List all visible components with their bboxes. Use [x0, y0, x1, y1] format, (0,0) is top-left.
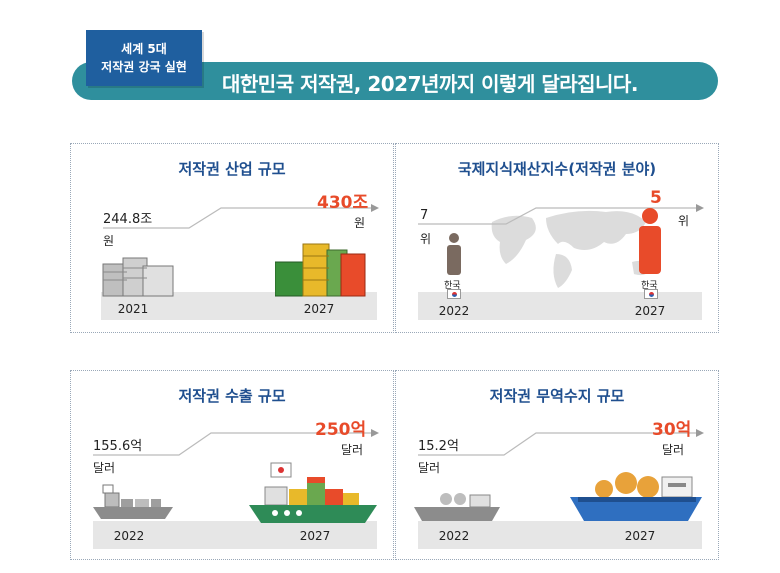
start-unit: 달러 — [418, 461, 441, 475]
end-year: 2027 — [299, 529, 331, 543]
growth-arrow — [418, 429, 704, 456]
header-tag: 세계 5대 저작권 강국 실현 — [86, 30, 202, 86]
end-unit: 달러 — [341, 443, 364, 457]
small-money-ship-icon — [414, 493, 500, 521]
coin-stack-icon — [102, 257, 174, 297]
end-value: 430조 — [317, 193, 369, 213]
start-country: 한국 — [444, 281, 461, 291]
money-ship-icon — [570, 472, 702, 521]
tag-line-1: 세계 5대 — [121, 42, 167, 56]
person-rank-5-icon — [639, 208, 661, 274]
end-year: 2027 — [624, 529, 656, 543]
small-ship-icon — [93, 484, 173, 519]
panel-title: 저작권 무역수지 규모 — [489, 387, 625, 405]
start-year: 2022 — [438, 304, 470, 318]
end-year: 2027 — [303, 302, 335, 316]
ground — [418, 521, 702, 549]
end-value: 30억 — [652, 420, 692, 440]
ground — [93, 521, 377, 549]
ground — [101, 292, 377, 320]
cargo-ship-icon — [249, 462, 377, 523]
panel-title: 국제지식재산지수(저작권 분야) — [457, 160, 657, 178]
start-unit: 위 — [420, 232, 432, 246]
korea-flag-icon — [447, 289, 461, 299]
panel-industry: 저작권 산업 규모 244.8조 원 430조 원 2021 2027 — [70, 143, 394, 333]
start-unit: 원 — [103, 234, 115, 248]
panel-title: 저작권 산업 규모 — [178, 160, 286, 178]
panel-title: 저작권 수출 규모 — [178, 387, 286, 405]
start-year: 2022 — [438, 529, 470, 543]
korea-flag-icon — [644, 289, 658, 299]
tag-line-2: 저작권 강국 실현 — [101, 60, 187, 74]
person-rank-7-icon — [447, 233, 461, 275]
growth-arrow — [93, 429, 379, 456]
start-value: 244.8조 — [103, 212, 153, 227]
end-country: 한국 — [641, 281, 658, 291]
end-unit: 원 — [354, 216, 366, 230]
panel-export: 저작권 수출 규모 155.6억 달러 250억 달러 2022 2027 — [70, 370, 394, 560]
end-value: 250억 — [315, 420, 367, 440]
money-pile-icon — [275, 243, 366, 297]
end-unit: 달러 — [662, 443, 685, 457]
growth-arrow — [103, 204, 379, 229]
page-title: 대한민국 저작권, 2027년까지 이렇게 달라집니다. — [222, 72, 638, 96]
start-year: 2022 — [113, 529, 145, 543]
end-unit: 위 — [678, 214, 690, 228]
start-value: 155.6억 — [93, 439, 143, 454]
panel-ip-index: 국제지식재산지수(저작권 분야) 7 위 5 위 한국 한국 2022 2027 — [395, 143, 719, 333]
start-unit: 달러 — [93, 461, 116, 475]
start-value: 7 — [420, 208, 429, 223]
panel-trade: 저작권 무역수지 규모 15.2억 달러 30억 달러 2022 2027 — [395, 370, 719, 560]
start-year: 2021 — [117, 302, 149, 316]
end-year: 2027 — [634, 304, 666, 318]
end-value: 5 — [650, 188, 662, 208]
start-value: 15.2억 — [418, 439, 459, 454]
